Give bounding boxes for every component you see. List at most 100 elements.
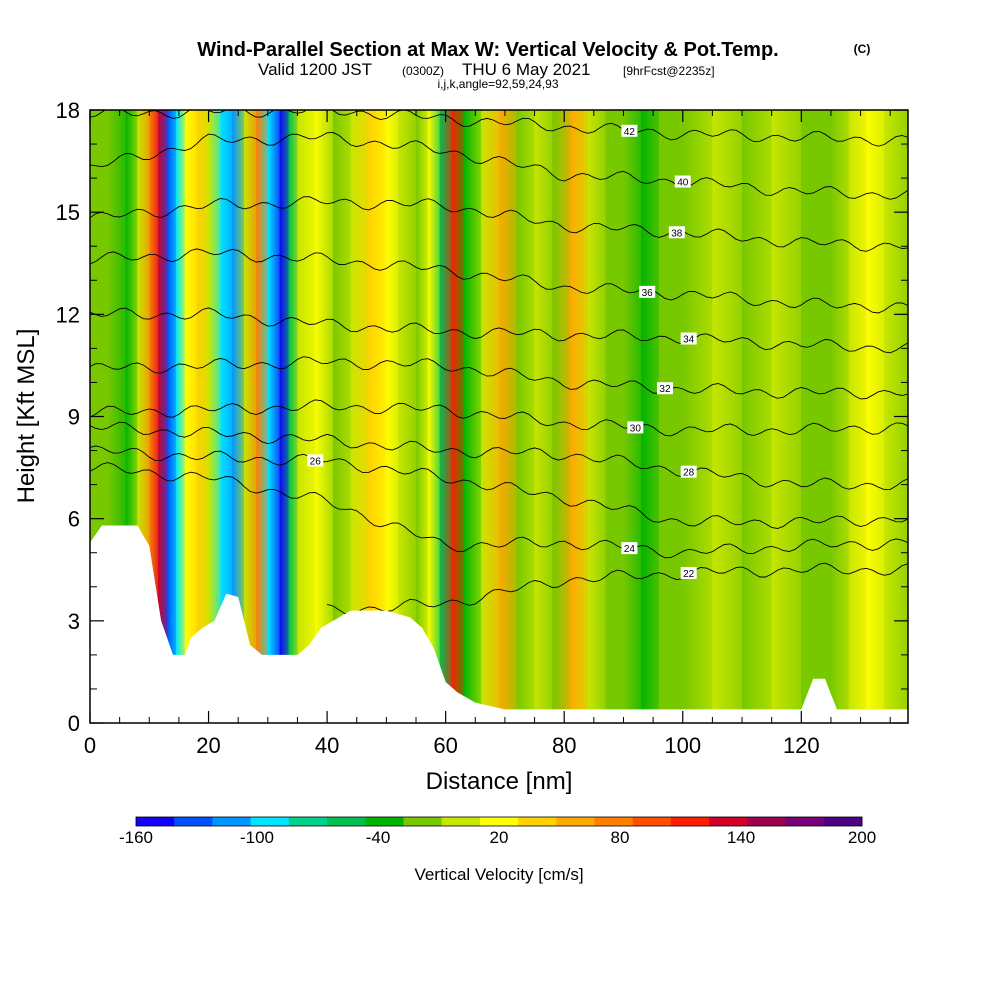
theta-contour-32 — [90, 356, 908, 400]
utc-time: (0300Z) — [402, 64, 444, 78]
colorbar-swatch — [250, 817, 290, 826]
theta-contour-28 — [90, 421, 908, 491]
colorbar-swatch — [441, 817, 481, 826]
contour-label-text: 42 — [624, 127, 636, 138]
colorbar-swatch — [288, 817, 328, 826]
velocity-band — [439, 110, 452, 723]
contour-label-text: 26 — [310, 456, 322, 467]
y-tick-label: 3 — [68, 609, 80, 634]
velocity-band — [801, 110, 831, 723]
chart-title: Wind-Parallel Section at Max W: Vertical… — [197, 39, 778, 61]
colorbar-tick-label: 20 — [490, 828, 509, 847]
colorbar-swatch — [212, 817, 252, 826]
x-tick-label: 0 — [84, 733, 96, 758]
colorbar-swatch — [594, 817, 634, 826]
y-tick-label: 15 — [56, 200, 80, 225]
velocity-band — [175, 110, 185, 723]
x-tick-label: 20 — [196, 733, 220, 758]
valid-date: THU 6 May 2021 — [462, 60, 591, 79]
x-axis-label: Distance [nm] — [426, 768, 573, 795]
velocity-band — [350, 110, 369, 723]
colorbar-swatch — [174, 817, 213, 826]
velocity-band — [712, 110, 743, 723]
colorbar-tick-label: 200 — [848, 828, 876, 847]
contour-label-text: 36 — [642, 288, 654, 299]
colorbar-swatch — [785, 817, 825, 826]
x-tick-label: 40 — [315, 733, 339, 758]
velocity-band — [255, 110, 268, 723]
contour-label: 42 — [621, 124, 638, 138]
velocity-band — [848, 110, 867, 723]
terrain-mask — [90, 525, 908, 723]
y-tick-label: 9 — [68, 405, 80, 430]
x-tick-label: 100 — [664, 733, 701, 758]
contour-label: 28 — [680, 465, 697, 479]
contour-label: 22 — [680, 566, 697, 580]
terrain — [90, 525, 908, 723]
velocity-band — [771, 110, 802, 723]
velocity-band — [125, 110, 138, 723]
contour-label-text: 28 — [683, 468, 695, 479]
grid-indices: i,j,k,angle=92,59,24,93 — [437, 77, 558, 91]
y-axis: 0 36 9 12 15 18 — [56, 98, 908, 736]
theta-contour-40 — [90, 132, 908, 200]
velocity-band — [641, 110, 660, 723]
theta-contours: 22 24 26 28 30 32 34 36 38 40 42 — [90, 110, 908, 616]
velocity-band — [499, 110, 517, 723]
theta-contour-24 — [90, 462, 908, 559]
velocity-band — [742, 110, 772, 723]
contour-label: 36 — [639, 285, 656, 299]
contour-label: 38 — [668, 226, 685, 239]
velocity-band — [279, 110, 289, 723]
x-axis: 0 20 40 60 80 100 120 — [84, 110, 891, 758]
colorbar-swatch — [479, 817, 519, 826]
contour-label: 30 — [627, 421, 644, 434]
contour-label: 26 — [307, 454, 324, 467]
colorbar-swatch — [823, 817, 863, 826]
velocity-band — [830, 110, 849, 723]
theta-contour-34 — [90, 307, 908, 354]
contour-label-text: 34 — [683, 335, 695, 346]
theta-contour-26 — [90, 445, 908, 529]
colorbar-tick-label: -40 — [366, 828, 391, 847]
colorbar-swatch — [403, 817, 443, 826]
velocity-band — [605, 110, 624, 723]
y-tick-label: 0 — [68, 711, 80, 736]
velocity-band — [398, 110, 417, 723]
x-tick-label: 60 — [433, 733, 457, 758]
contour-label: 40 — [674, 175, 691, 189]
y-tick-label: 12 — [56, 302, 80, 327]
velocity-band — [516, 110, 535, 723]
colorbar-ticks: -160 -100 -40 20 80 140 200 — [119, 828, 876, 847]
contour-label-text: 30 — [630, 423, 642, 434]
velocity-band — [570, 110, 588, 723]
colorbar-swatch — [632, 817, 672, 826]
contour-label-text: 40 — [677, 178, 689, 189]
velocity-band — [534, 110, 553, 723]
y-tick-label: 18 — [56, 98, 80, 123]
colorbar-swatch — [136, 817, 175, 826]
velocity-band — [288, 110, 298, 723]
velocity-band — [220, 110, 233, 723]
velocity-band — [481, 110, 499, 723]
velocity-band — [297, 110, 316, 723]
velocity-band — [427, 110, 440, 723]
colorbar-swatch — [747, 817, 787, 826]
contour-label-text: 38 — [671, 228, 683, 239]
contour-label-text: 22 — [683, 569, 695, 580]
theta-contour-22 — [326, 562, 908, 616]
velocity-band — [659, 110, 683, 723]
colorbar-swatch — [709, 817, 748, 826]
velocity-band — [315, 110, 334, 723]
theta-contour-36 — [90, 248, 908, 314]
theta-contour-42 — [90, 110, 908, 147]
velocity-band — [368, 110, 387, 723]
velocity-band — [208, 110, 221, 723]
theta-contour-38 — [90, 196, 908, 252]
copyright-mark: (C) — [854, 42, 871, 56]
valid-time: Valid 1200 JST — [258, 60, 372, 79]
velocity-band — [167, 110, 176, 723]
velocity-band — [244, 110, 256, 723]
velocity-band — [587, 110, 606, 723]
colorbar-swatch — [518, 817, 557, 826]
